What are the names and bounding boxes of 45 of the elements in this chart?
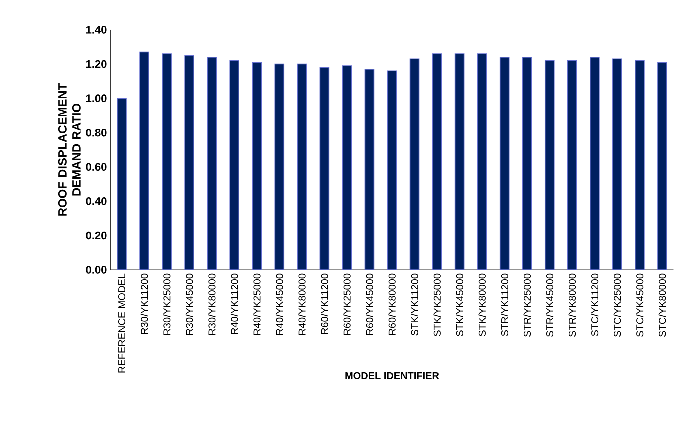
bar	[454, 54, 465, 270]
x-tick-label: STR/YK45000	[546, 274, 554, 337]
x-tick-label: STR/YK25000	[524, 274, 532, 337]
x-tick-label: R30/YK45000	[186, 274, 194, 335]
y-tick-label: 0.60	[86, 163, 107, 172]
bar	[320, 67, 330, 270]
y-tick-label: 1.20	[86, 60, 107, 68]
bar	[364, 69, 375, 270]
x-tick-label: STR/YK11200	[501, 274, 509, 336]
x-tick-label: STR/YK80000	[568, 274, 576, 337]
y-tick-label: 0.80	[86, 128, 107, 137]
y-axis-title: ROOF DISPLACEMENT DEMAND RATIO	[58, 83, 81, 216]
y-tick-label: 0.20	[86, 232, 107, 240]
bar	[432, 54, 442, 270]
x-tick-label: STK/YK45000	[456, 274, 464, 336]
x-tick-label: STK/YK25000	[434, 274, 441, 336]
x-tick-label: R60/YK11200	[321, 274, 328, 334]
x-tick-label: STK/YK80000	[478, 274, 486, 336]
x-tick-label: R30/YK25000	[163, 274, 171, 335]
x-axis-title: MODEL IDENTIFIER	[346, 372, 440, 380]
x-tick-label: R30/YK11200	[140, 274, 148, 334]
bar	[387, 70, 398, 270]
x-tick-label: R60/YK80000	[388, 274, 396, 335]
x-tick-label: R60/YK45000	[366, 274, 374, 335]
y-tick-label: 1.00	[86, 94, 107, 102]
x-tick-label: STC/YK45000	[636, 274, 644, 337]
y-tick-label: 0.40	[86, 198, 107, 206]
y-tick-label: 0.00	[86, 266, 107, 274]
bar	[477, 54, 488, 270]
x-tick-label: REFERENCE MODEL	[118, 274, 126, 373]
x-tick-label: R40/YK25000	[253, 274, 261, 335]
bar	[410, 58, 420, 270]
bar	[342, 66, 352, 270]
y-tick-label: 1.40	[86, 26, 107, 34]
x-tick-label: R40/YK80000	[298, 274, 306, 335]
x-tick-label: R60/YK25000	[344, 274, 351, 335]
x-tick-label: STC/YK11200	[591, 274, 599, 336]
x-tick-label: STC/YK25000	[614, 274, 622, 337]
x-tick-label: R30/YK80000	[208, 274, 216, 335]
x-tick-label: R40/YK11200	[230, 274, 238, 334]
bar	[297, 64, 308, 270]
x-tick-label: STK/YK11200	[411, 274, 418, 336]
bar	[500, 57, 510, 270]
x-tick-label: STC/YK80000	[658, 274, 666, 337]
x-tick-label: R40/YK45000	[276, 274, 284, 335]
